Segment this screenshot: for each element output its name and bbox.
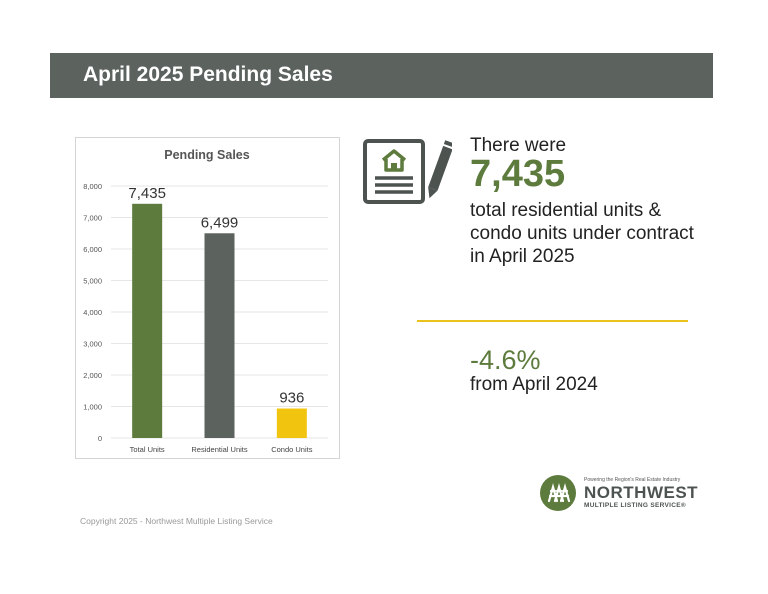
stat-intro: There were [470,135,567,156]
y-tick-label: 1,000 [83,403,102,412]
y-tick-label: 3,000 [83,340,102,349]
document-pencil-icon [363,139,452,204]
stat-description: total residential units & condo units un… [470,200,694,267]
bar-chart-svg: Pending Sales 0 1,000 2,000 3,000 4,000 5,000… [83,148,328,454]
logo-name: NORTHWEST [584,483,699,502]
bar-value-label: 7,435 [128,185,166,202]
bar-value-labels: 7,435 6,499 936 [128,185,304,407]
y-tick-label: 4,000 [83,308,102,317]
y-tick-label: 5,000 [83,277,102,286]
chart-bars [132,203,307,438]
bar [276,408,307,438]
stat-value: 7,435 [470,153,566,195]
x-tick-label: Total Units [130,445,165,454]
bar-value-label: 6,499 [201,214,239,231]
bar [204,233,235,438]
page-title: April 2025 Pending Sales [83,63,333,86]
section-divider [417,320,688,322]
y-tick-label: 8,000 [83,182,102,191]
nwmls-logo: Powering the Region's Real Estate Indust… [540,475,700,513]
copyright-text: Copyright 2025 - Northwest Multiple List… [80,516,273,526]
pending-sales-chart: Pending Sales 0 1,000 2,000 3,000 4,000 5,000… [75,137,340,459]
y-tick-label: 0 [98,434,102,443]
trees-icon [547,482,571,503]
logo-circle-icon [540,475,576,511]
x-tick-label: Residential Units [191,445,248,454]
title-banner: April 2025 Pending Sales [50,53,713,98]
logo-subtitle: MULTIPLE LISTING SERVICE® [584,502,686,509]
change-description: from April 2024 [470,374,598,395]
y-tick-label: 2,000 [83,371,102,380]
y-tick-label: 6,000 [83,245,102,254]
y-axis-ticks: 0 1,000 2,000 3,000 4,000 5,000 6,000 7,000 8,00… [83,182,102,443]
x-axis-ticks: Total Units Residential Units Condo Units [130,445,313,454]
x-tick-label: Condo Units [271,445,313,454]
bar-value-label: 936 [279,390,304,407]
y-tick-label: 7,000 [83,214,102,223]
change-value: -4.6% [470,345,541,375]
chart-title: Pending Sales [164,148,249,162]
logo-tagline: Powering the Region's Real Estate Indust… [584,477,681,483]
bar [132,203,163,438]
